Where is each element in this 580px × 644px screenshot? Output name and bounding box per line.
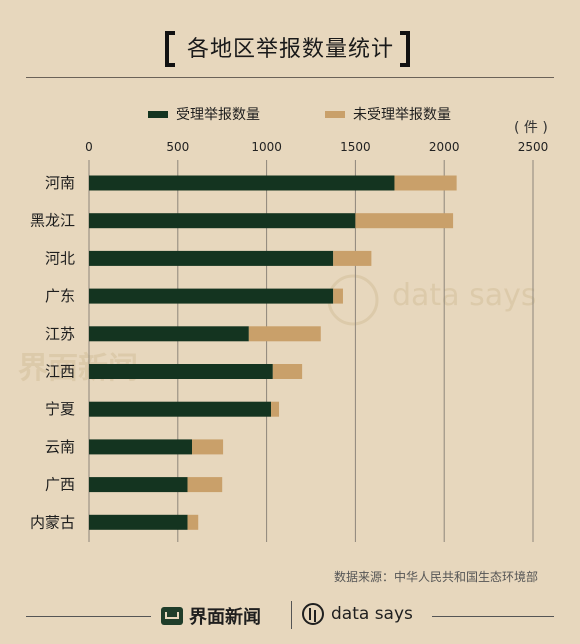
category-label-8: 广西 [45, 476, 75, 494]
bar-accepted-8 [89, 477, 188, 493]
legend-swatch-unaccepted [325, 110, 345, 118]
category-label-1: 黑龙江 [30, 212, 75, 230]
bar-unaccepted-1 [355, 213, 454, 229]
brand-right-text: data says [331, 604, 413, 624]
title-bracket-right [400, 31, 410, 67]
bar-unaccepted-6 [271, 401, 280, 417]
watermark-right: data says [392, 278, 537, 313]
category-label-3: 广东 [45, 287, 75, 305]
unit-label: ( 件 ) [514, 120, 548, 136]
bar-unaccepted-7 [192, 439, 224, 455]
bar-accepted-7 [89, 439, 193, 455]
x-tick-label-2000: 2000 [429, 140, 460, 154]
bar-accepted-6 [89, 401, 272, 417]
bar-unaccepted-5 [272, 364, 303, 379]
category-label-6: 宁夏 [45, 400, 75, 418]
bar-accepted-2 [89, 250, 334, 266]
bar-accepted-0 [89, 175, 395, 191]
x-tick-label-500: 500 [166, 140, 189, 154]
category-label-5: 江西 [45, 363, 75, 381]
category-label-7: 云南 [45, 438, 75, 456]
bar-accepted-3 [89, 288, 334, 304]
title-bracket-left [165, 31, 175, 67]
bar-accepted-1 [89, 213, 356, 229]
x-tick-label-1000: 1000 [251, 140, 282, 154]
bar-unaccepted-2 [333, 250, 372, 266]
footer-rule-right [432, 616, 554, 617]
bar-unaccepted-9 [187, 514, 199, 530]
chart-title: 各地区举报数量统计 [187, 37, 395, 62]
bar-unaccepted-0 [394, 175, 457, 191]
bar-accepted-9 [89, 514, 188, 530]
x-tick-label-0: 0 [85, 140, 93, 154]
x-tick-label-2500: 2500 [518, 140, 549, 154]
title-block: 各地区举报数量统计 [0, 31, 580, 71]
legend-label-unaccepted: 未受理举报数量 [353, 107, 451, 123]
bar-unaccepted-8 [187, 477, 223, 493]
footer-rule-left [26, 616, 151, 617]
bar-unaccepted-4 [248, 326, 321, 342]
datasays-logo-icon [302, 603, 324, 625]
legend-label-accepted: 受理举报数量 [176, 107, 260, 123]
footer: 界面新闻 data says [0, 594, 580, 640]
legend-item-accepted: 受理举报数量 [148, 104, 260, 124]
brand-logo-datasays: data says [302, 603, 413, 625]
source-note: 数据来源：中华人民共和国生态环境部 [333, 570, 538, 584]
x-tick-label-1500: 1500 [340, 140, 371, 154]
category-label-2: 河北 [45, 249, 75, 267]
brand-logo-jiemian: 界面新闻 [161, 603, 261, 629]
legend: 受理举报数量 未受理举报数量 [0, 104, 580, 124]
bar-accepted-4 [89, 326, 249, 342]
legend-swatch-accepted [148, 110, 168, 118]
legend-item-unaccepted: 未受理举报数量 [325, 104, 451, 124]
category-label-0: 河南 [45, 174, 75, 192]
category-label-4: 江苏 [45, 325, 75, 343]
bar-accepted-5 [89, 364, 273, 379]
brand-left-text: 界面新闻 [189, 607, 261, 628]
title-divider [26, 77, 554, 78]
category-label-9: 内蒙古 [30, 513, 75, 531]
jiemian-logo-icon [161, 607, 183, 625]
bar-unaccepted-3 [333, 288, 343, 304]
footer-logo-separator [291, 601, 292, 629]
